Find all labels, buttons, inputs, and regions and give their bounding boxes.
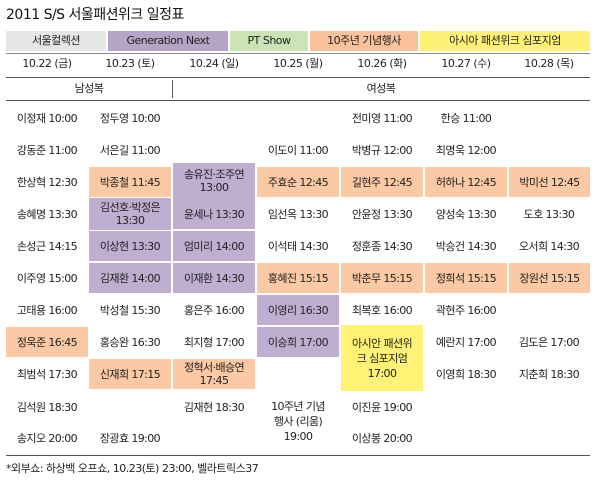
schedule-cell: 김재환 14:00 [89,263,171,293]
schedule-cell: 오서희 14:30 [518,239,580,253]
legend-generation-next: Generation Next [108,31,228,51]
section-label-men: 남성복 [74,82,104,95]
schedule-cell: 박춘무 15:15 [341,263,423,293]
schedule-cell: 정희석 15:15 [425,263,507,293]
schedule-cell: 곽현주 16:00 [435,303,497,317]
divider [6,100,590,101]
schedule-cell: 안윤정 13:30 [351,207,413,221]
schedule-cell: 신재희 17:15 [89,359,171,389]
schedule-cell: 이도이 11:00 [267,143,329,157]
schedule-cell: 김재현 18:30 [183,400,245,414]
schedule-cell: 한승 11:00 [440,111,492,125]
page-title: 2011 S/S 서울패션위크 일정표 [6,7,184,23]
schedule-cell: 최범석 17:30 [16,367,78,381]
schedule-cell: 양성숙 13:30 [435,207,497,221]
date-header: 10.23 (토) [105,57,155,70]
footnote: *외부쇼: 하상백 오프쇼, 10.23(토) 23:00, 벨라트릭스37 [6,462,259,475]
schedule-cell: 홍혜진 15:15 [257,263,339,293]
schedule-cell: 전미영 11:00 [351,111,413,125]
schedule-cell: 이승희 17:00 [257,327,339,357]
schedule-cell: 장광효 19:00 [99,431,161,445]
schedule-cell: 박성철 15:30 [99,303,161,317]
schedule-cell: 최복호 16:00 [351,303,413,317]
date-header: 10.22 (금) [22,57,72,70]
schedule-cell: 윤세나 13:30 [173,199,255,229]
schedule-cell: 박승건 14:30 [435,239,497,253]
date-header: 10.28 (목) [524,57,574,70]
legend-10th-anniversary: 10주년 기념행사 [310,31,418,51]
schedule-cell: 박병규 12:00 [351,143,413,157]
legend-pt-show: PT Show [230,31,308,51]
schedule-cell: 도호 13:30 [523,207,575,221]
schedule-cell: 고태용 16:00 [16,303,78,317]
schedule-cell: 김석원 18:30 [16,400,78,414]
date-header: 10.25 (월) [273,57,323,70]
schedule-cell: 최지형 17:00 [183,335,245,349]
schedule-cell: 주효순 12:45 [257,167,339,197]
schedule-cell: 정두영 10:00 [99,111,161,125]
schedule-cell: 이영리 16:30 [257,295,339,325]
schedule-cell: 지춘희 18:30 [518,367,580,381]
schedule-cell: 허하나 12:45 [425,167,507,197]
schedule-cell: 송지오 20:00 [16,431,78,445]
schedule-cell: 길현주 12:45 [341,167,423,197]
anniversary-event-cell: 10주년 기념행사 (리움) 19:00 [271,399,325,443]
schedule-cell: 김도은 17:00 [518,335,580,349]
schedule-cell: 손성근 14:15 [16,239,78,253]
legend-asia-symposium: 아시아 패션위크 심포지엄 [420,31,590,51]
schedule-cell: 홍승완 16:30 [99,335,161,349]
schedule-cell: 임선옥 13:30 [267,207,329,221]
schedule-cell: 박미선 12:45 [509,167,590,197]
schedule-cell: 장원선 15:15 [509,263,590,293]
symposium-cell: 아시안 패션위크 심포지엄 17:00 [341,325,423,391]
schedule-cell: 이정재 10:00 [16,111,78,125]
legend-seoul-collection: 서울컬렉션 [6,31,106,51]
date-header: 10.27 (수) [441,57,491,70]
schedule-cell: 이주영 15:00 [16,271,78,285]
section-label-women: 여성복 [366,82,396,95]
schedule-cell: 정혁서·배승연 17:45 [173,359,255,389]
schedule-cell: 엄미리 14:00 [173,231,255,261]
divider [6,77,590,78]
schedule-cell: 홍은주 16:00 [183,303,245,317]
divider [6,455,590,456]
schedule-cell: 이진윤 19:00 [351,400,413,414]
schedule-cell: 이재환 14:30 [173,263,255,293]
schedule-cell: 예란지 17:00 [435,335,497,349]
schedule-cell: 김선호·박정은 13:30 [89,198,171,230]
schedule-cell: 정욱준 16:45 [6,327,88,357]
schedule-cell: 이영희 18:30 [435,367,497,381]
divider [6,53,590,54]
date-header: 10.26 (화) [357,57,407,70]
schedule-cell: 이상봉 20:00 [351,431,413,445]
schedule-cell: 송유진·조주연 13:00 [173,163,255,199]
schedule-cell: 최명욱 12:00 [435,143,497,157]
schedule-cell: 송혜명 13:30 [16,207,78,221]
date-header: 10.24 (일) [189,57,239,70]
schedule-cell: 박종철 11:45 [89,167,171,197]
schedule-cell: 이상현 13:30 [89,231,171,261]
schedule-cell: 정훈종 14:30 [351,239,413,253]
schedule-cell: 이석태 14:30 [267,239,329,253]
schedule-cell: 강동준 11:00 [16,143,78,157]
schedule-cell: 서은길 11:00 [99,143,161,157]
schedule-cell: 한상혁 12:30 [16,175,78,189]
section-divider [172,80,173,98]
